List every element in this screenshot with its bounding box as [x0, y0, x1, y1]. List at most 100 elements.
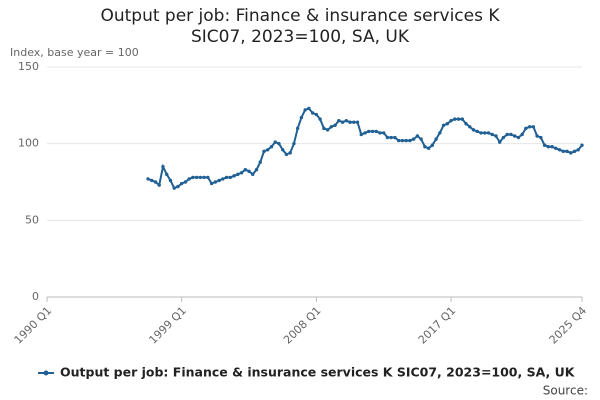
y-axis-label: Index, base year = 100 — [10, 46, 139, 59]
point — [479, 131, 483, 135]
point — [352, 120, 356, 124]
point — [527, 125, 532, 129]
point — [453, 117, 457, 121]
point — [460, 117, 464, 121]
point — [509, 132, 513, 137]
point — [430, 143, 435, 147]
point — [168, 178, 173, 183]
point — [539, 135, 543, 140]
point — [475, 129, 479, 134]
point — [501, 135, 506, 140]
point — [355, 120, 360, 124]
point — [232, 174, 236, 178]
point — [183, 180, 188, 184]
point — [542, 143, 547, 147]
point — [292, 141, 296, 146]
point — [441, 123, 446, 127]
point — [273, 140, 277, 144]
point — [266, 148, 270, 152]
point — [337, 118, 341, 123]
point — [367, 129, 371, 134]
point — [359, 132, 363, 137]
point — [329, 125, 334, 129]
point — [438, 131, 442, 135]
point — [243, 168, 247, 172]
point — [217, 178, 221, 183]
point — [550, 145, 554, 149]
y-tick-label: 0 — [32, 290, 39, 303]
y-tick-label: 100 — [18, 137, 39, 150]
point — [524, 126, 528, 131]
point — [254, 168, 259, 172]
point — [389, 135, 393, 140]
point — [322, 126, 326, 131]
point — [382, 131, 386, 135]
point — [516, 135, 521, 140]
point — [546, 145, 551, 149]
point — [378, 131, 382, 135]
point — [269, 145, 274, 149]
point — [288, 151, 292, 155]
point — [277, 141, 281, 146]
point — [572, 149, 577, 154]
point — [247, 169, 251, 173]
x-tick-label: 1999 Q1 — [146, 304, 189, 347]
point — [179, 181, 184, 186]
point — [490, 132, 494, 137]
point — [363, 131, 367, 135]
legend-label: Output per job: Finance & insurance serv… — [60, 365, 576, 380]
point — [198, 175, 203, 180]
point — [348, 120, 352, 124]
point — [303, 108, 307, 112]
point — [251, 172, 255, 177]
x-tick-label: 1990 Q1 — [12, 304, 55, 347]
point — [565, 149, 569, 154]
point — [400, 138, 405, 143]
y-tick-label: 50 — [25, 213, 39, 226]
point — [531, 125, 536, 129]
point — [340, 120, 345, 124]
point — [445, 122, 450, 126]
point — [213, 180, 218, 184]
point — [554, 146, 558, 150]
point — [187, 177, 191, 181]
point — [468, 125, 472, 129]
point — [150, 178, 154, 183]
point — [426, 146, 431, 150]
point — [344, 118, 349, 123]
point — [404, 138, 408, 143]
point — [494, 134, 498, 138]
point — [280, 148, 285, 152]
point — [157, 183, 161, 187]
point — [221, 177, 225, 181]
point — [512, 134, 517, 138]
chart-title: Output per job: Finance & insurance serv… — [100, 6, 500, 47]
point — [307, 106, 311, 111]
y-tick-label: 150 — [18, 60, 39, 73]
point — [576, 148, 580, 152]
point — [505, 132, 509, 137]
point — [146, 177, 150, 181]
point — [258, 160, 262, 164]
point — [471, 128, 476, 132]
point — [228, 175, 233, 180]
point — [411, 137, 416, 141]
point — [161, 164, 165, 169]
point — [333, 123, 337, 127]
point — [370, 129, 375, 134]
point — [325, 128, 330, 132]
source: Source: — [543, 384, 588, 398]
point — [176, 184, 180, 189]
point — [172, 186, 176, 190]
point — [449, 118, 453, 123]
point — [284, 152, 289, 157]
point — [456, 117, 461, 121]
point — [557, 148, 562, 152]
point — [202, 175, 206, 180]
point — [209, 181, 214, 186]
point — [206, 175, 210, 180]
point — [535, 134, 539, 138]
x-tick-label: 2025 Q4 — [547, 304, 590, 347]
